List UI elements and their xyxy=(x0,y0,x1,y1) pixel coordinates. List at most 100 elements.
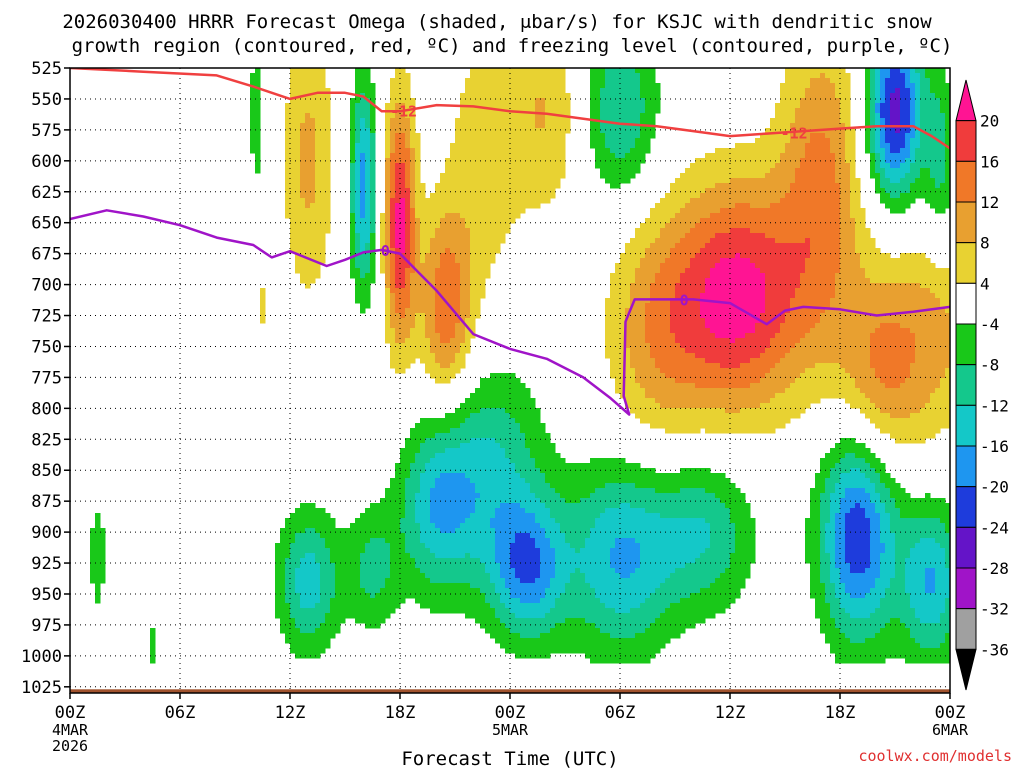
omega-cell xyxy=(560,628,566,634)
omega-cell xyxy=(445,178,451,184)
omega-cell xyxy=(295,218,301,224)
omega-cell xyxy=(415,188,421,194)
omega-cell xyxy=(470,423,476,429)
omega-cell xyxy=(305,618,311,624)
omega-cell xyxy=(410,268,416,274)
omega-cell xyxy=(490,98,496,104)
omega-cell xyxy=(460,243,466,249)
omega-cell xyxy=(445,168,451,174)
omega-cell xyxy=(615,513,621,519)
omega-cell xyxy=(585,608,591,614)
omega-cell xyxy=(440,183,446,189)
omega-cell xyxy=(400,523,406,529)
omega-cell xyxy=(435,318,441,324)
omega-cell xyxy=(545,473,551,479)
omega-cell xyxy=(385,543,391,549)
omega-cell xyxy=(505,83,511,89)
omega-cell xyxy=(535,598,541,604)
omega-cell xyxy=(530,568,536,574)
omega-cell xyxy=(430,588,436,594)
omega-cell xyxy=(565,618,571,624)
omega-cell xyxy=(570,473,576,479)
omega-cell xyxy=(590,613,596,619)
omega-cell xyxy=(515,473,521,479)
omega-cell xyxy=(395,223,401,229)
omega-cell xyxy=(320,253,326,259)
omega-cell xyxy=(535,573,541,579)
omega-cell xyxy=(310,538,316,544)
omega-cell xyxy=(355,553,361,559)
omega-cell xyxy=(615,633,621,639)
omega-cell xyxy=(585,533,591,539)
omega-cell xyxy=(445,508,451,514)
omega-cell xyxy=(525,453,531,459)
omega-cell xyxy=(300,78,306,84)
omega-cell xyxy=(410,118,416,124)
omega-cell xyxy=(450,273,456,279)
omega-cell xyxy=(555,523,561,529)
omega-cell xyxy=(445,523,451,529)
omega-cell xyxy=(570,463,576,469)
omega-cell xyxy=(405,78,411,84)
omega-cell xyxy=(625,273,631,279)
omega-cell xyxy=(300,573,306,579)
omega-cell xyxy=(505,623,511,629)
omega-cell xyxy=(605,118,611,124)
omega-cell xyxy=(485,608,491,614)
omega-cell xyxy=(475,608,481,614)
omega-cell xyxy=(500,158,506,164)
omega-cell xyxy=(535,528,541,534)
omega-cell xyxy=(305,238,311,244)
omega-cell xyxy=(575,648,581,654)
omega-cell xyxy=(315,593,321,599)
omega-cell xyxy=(440,293,446,299)
omega-cell xyxy=(430,608,436,614)
omega-cell xyxy=(555,563,561,569)
omega-cell xyxy=(540,583,546,589)
omega-cell xyxy=(485,618,491,624)
omega-cell xyxy=(530,603,536,609)
omega-cell xyxy=(590,623,596,629)
omega-cell xyxy=(400,273,406,279)
omega-cell xyxy=(600,633,606,639)
omega-cell xyxy=(570,523,576,529)
omega-cell xyxy=(615,113,621,119)
omega-cell xyxy=(465,548,471,554)
omega-cell xyxy=(450,458,456,464)
omega-cell xyxy=(365,623,371,629)
omega-cell xyxy=(300,608,306,614)
omega-cell xyxy=(505,503,511,509)
omega-cell xyxy=(305,583,311,589)
omega-cell xyxy=(305,103,311,109)
omega-cell xyxy=(440,538,446,544)
omega-cell xyxy=(535,523,541,529)
omega-cell xyxy=(575,498,581,504)
chart-title-line2: growth region (contoured, red, ºC) and f… xyxy=(72,35,953,57)
omega-cell xyxy=(515,163,521,169)
omega-cell xyxy=(505,593,511,599)
omega-cell xyxy=(555,163,561,169)
omega-cell xyxy=(545,493,551,499)
omega-cell xyxy=(555,508,561,514)
omega-cell xyxy=(495,588,501,594)
omega-cell xyxy=(535,538,541,544)
omega-cell xyxy=(285,188,291,194)
omega-cell xyxy=(505,208,511,214)
omega-cell xyxy=(485,218,491,224)
omega-cell xyxy=(515,73,521,79)
omega-cell xyxy=(515,428,521,434)
omega-cell xyxy=(295,568,301,574)
omega-cell xyxy=(565,553,571,559)
omega-cell xyxy=(620,373,626,379)
omega-cell xyxy=(490,243,496,249)
omega-cell xyxy=(310,253,316,259)
omega-cell xyxy=(565,563,571,569)
omega-cell xyxy=(310,618,316,624)
omega-cell xyxy=(410,218,416,224)
omega-cell xyxy=(530,118,536,124)
omega-cell xyxy=(595,628,601,634)
omega-cell xyxy=(395,88,401,94)
omega-cell xyxy=(290,68,296,74)
omega-cell xyxy=(455,248,461,254)
omega-cell xyxy=(405,583,411,589)
